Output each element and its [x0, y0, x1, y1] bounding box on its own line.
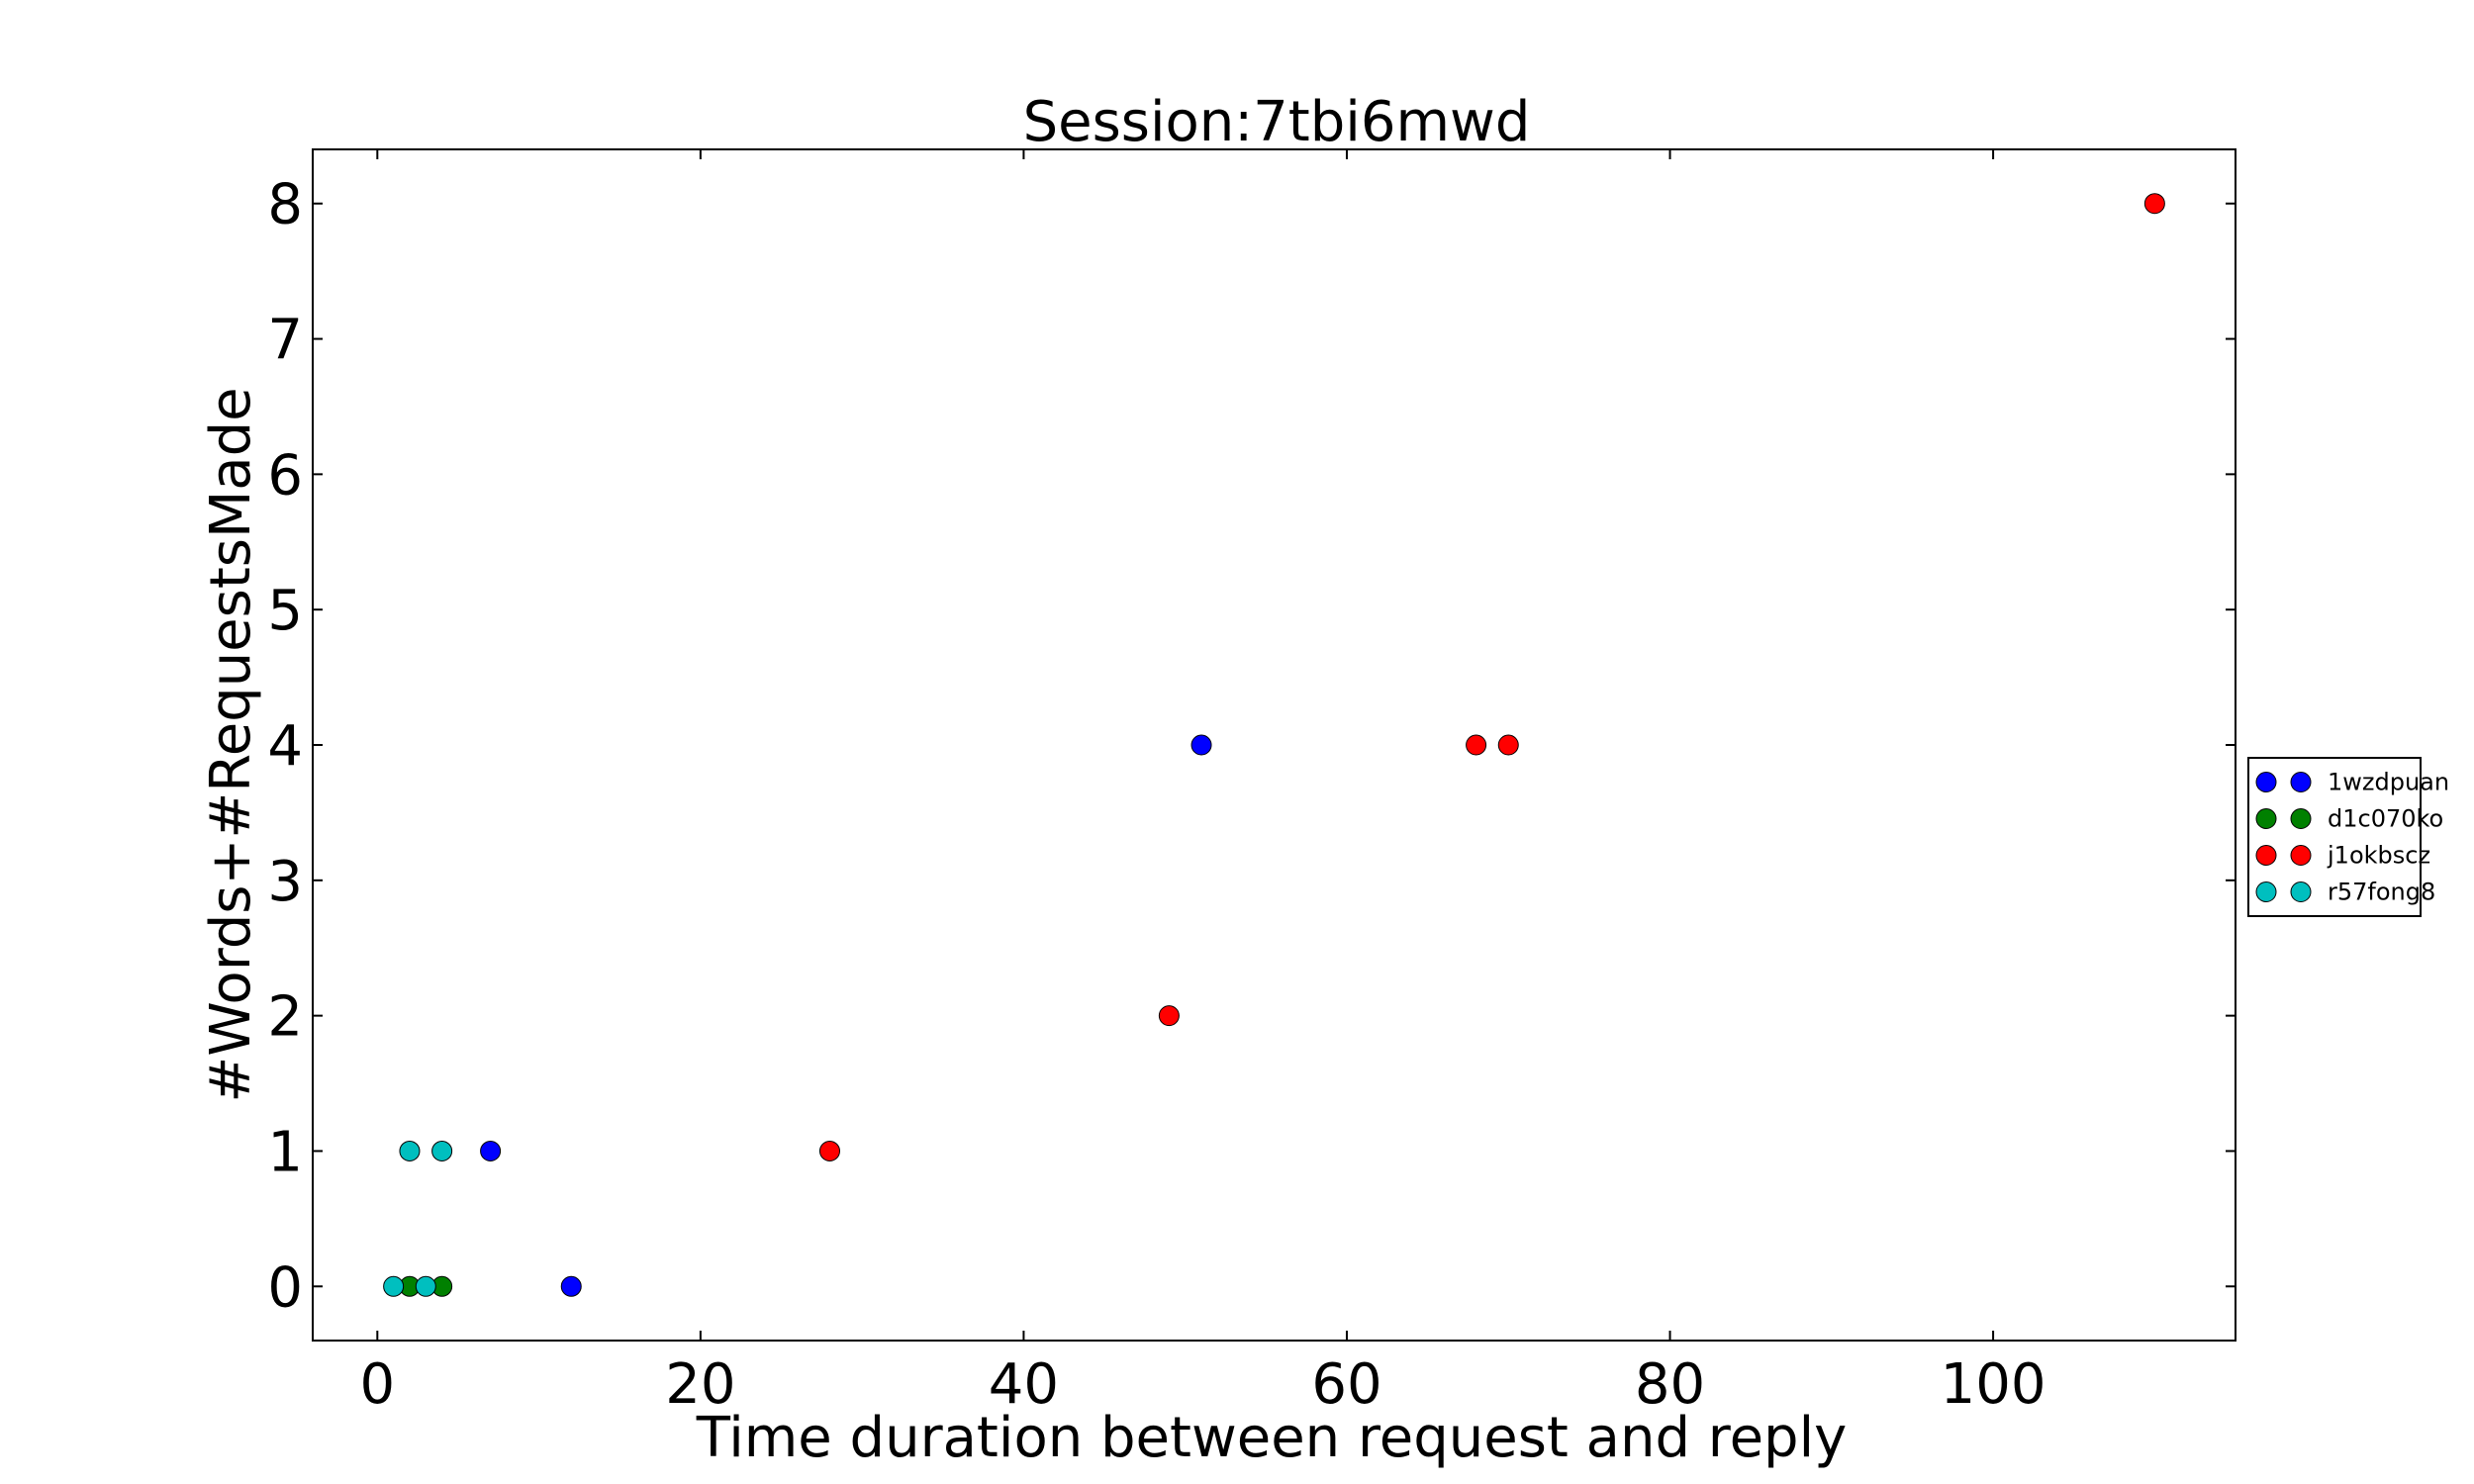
point-j1okbscz-0 [818, 1140, 840, 1161]
y-tick-labels: 0 1 2 3 4 5 6 7 8 [267, 173, 303, 1321]
axis-ticks [313, 149, 2236, 1341]
point-r57fong8-3 [431, 1140, 453, 1161]
legend-marker-j1okbscz [2255, 845, 2277, 866]
x-axis-label: Time duration between request and reply [696, 1406, 1848, 1470]
y-tick-label: 8 [267, 173, 303, 237]
point-1wzdpuan-1 [560, 1275, 582, 1297]
point-j1okbscz-3 [1497, 734, 1519, 756]
y-tick-label: 1 [267, 1120, 303, 1184]
y-tick-label: 6 [267, 443, 303, 508]
legend-marker-j1okbscz-2 [2290, 845, 2312, 866]
x-tick-label: 80 [1635, 1352, 1705, 1417]
legend-marker-1wzdpuan [2255, 772, 2277, 792]
legend-label-1wzdpuan: 1wzdpuan [2328, 769, 2449, 796]
data-points [383, 193, 2165, 1297]
legend-label-d1c070ko: d1c070ko [2328, 805, 2443, 833]
legend-marker-1wzdpuan-2 [2290, 772, 2312, 792]
x-tick-label: 20 [665, 1352, 735, 1417]
plot-frame [312, 148, 2236, 1342]
legend-marker-r57fong8 [2255, 881, 2277, 902]
legend-marker-d1c070ko [2255, 808, 2277, 829]
y-tick-label: 4 [267, 714, 303, 779]
y-tick-label: 7 [267, 309, 303, 373]
y-tick-label: 0 [267, 1255, 303, 1320]
point-1wzdpuan-0 [480, 1140, 502, 1161]
x-tick-label: 0 [359, 1352, 395, 1417]
x-tick-label: 40 [989, 1352, 1059, 1417]
y-tick-label: 5 [267, 579, 303, 643]
legend-box [2247, 757, 2422, 917]
y-tick-label: 2 [267, 985, 303, 1050]
y-axis-label: #Words+#RequestsMade [199, 387, 263, 1102]
legend: 1wzdpuan d1c070ko j1okbscz r57fong8 [2247, 757, 2449, 917]
chart-title: Session:7tbi6mwd [1023, 90, 1531, 154]
legend-label-r57fong8: r57fong8 [2328, 879, 2435, 906]
x-tick-label: 100 [1941, 1352, 2046, 1417]
point-r57fong8-1 [415, 1275, 436, 1297]
x-tick-labels: 0 20 40 60 80 100 [359, 1352, 2046, 1417]
point-j1okbscz-4 [2143, 193, 2165, 215]
legend-marker-d1c070ko-2 [2290, 808, 2312, 829]
x-tick-label: 60 [1311, 1352, 1381, 1417]
point-1wzdpuan-2 [1190, 734, 1212, 756]
point-r57fong8-0 [383, 1275, 405, 1297]
legend-label-j1okbscz: j1okbscz [2327, 842, 2430, 870]
point-j1okbscz-2 [1466, 734, 1487, 756]
point-j1okbscz-1 [1158, 1005, 1180, 1027]
legend-marker-r57fong8-2 [2290, 881, 2312, 902]
y-tick-label: 3 [267, 850, 303, 914]
point-r57fong8-2 [399, 1140, 421, 1161]
